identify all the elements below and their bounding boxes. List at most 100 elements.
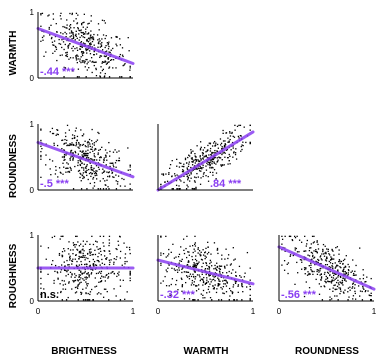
scatter-point [90, 57, 93, 59]
scatter-point [103, 75, 106, 77]
scatter-point [234, 153, 237, 156]
scatter-point [221, 148, 223, 150]
scatter-point [232, 135, 234, 137]
scatter-point [99, 281, 102, 283]
scatter-point [112, 164, 114, 166]
scatter-point [221, 153, 223, 156]
scatter-point [331, 265, 333, 267]
scatter-point [72, 188, 75, 190]
scatter-point [98, 271, 101, 273]
scatter-point [204, 297, 206, 299]
scatter-point [90, 175, 92, 178]
scatter-point [85, 265, 88, 268]
scatter-point [91, 146, 93, 148]
scatter-point [177, 256, 180, 258]
scatter-point [41, 147, 43, 150]
scatter-point [68, 28, 71, 31]
scatter-point [202, 279, 204, 281]
scatter-point [224, 156, 226, 158]
scatter-point [77, 153, 80, 155]
scatter-point [97, 152, 99, 154]
scatter-point [75, 30, 77, 32]
scatter-point [89, 291, 92, 293]
scatter-point [222, 147, 224, 149]
scatter-point [231, 131, 233, 134]
scatter-point [40, 129, 42, 131]
scatter-point [210, 253, 212, 255]
scatter-point [215, 178, 217, 180]
scatter-point [118, 157, 120, 159]
scatter-point [192, 160, 194, 162]
scatter-point [91, 140, 93, 142]
scatter-point [249, 299, 251, 301]
scatter-point [72, 33, 74, 36]
scatter-point [40, 14, 42, 16]
scatter-point [85, 76, 87, 78]
panel-roundness-vs-warmth: .84 *** [156, 124, 255, 192]
scatter-point [213, 288, 215, 290]
scatter-point [83, 176, 85, 179]
scatter-point [98, 252, 100, 254]
scatter-point [90, 272, 93, 274]
scatter-point [103, 157, 105, 159]
scatter-point [99, 248, 101, 250]
scatter-point [99, 40, 101, 42]
scatter-point [206, 279, 208, 281]
scatter-point [64, 265, 66, 268]
scatter-point [197, 176, 199, 178]
scatter-point [100, 250, 102, 253]
scatter-point [108, 45, 110, 48]
scatter-point [77, 162, 79, 164]
scatter-point [305, 245, 307, 247]
scatter-point [98, 292, 100, 294]
scatter-point [73, 243, 76, 246]
scatter-point [95, 53, 98, 55]
scatter-point [169, 167, 171, 169]
scatter-point [76, 135, 79, 138]
scatter-point [54, 50, 56, 52]
scatter-point [199, 160, 201, 162]
scatter-point [162, 174, 165, 176]
scatter-point [84, 60, 86, 63]
scatter-point [122, 55, 124, 58]
scatter-point [40, 128, 42, 130]
scatter-point [351, 287, 353, 289]
scatter-point [304, 268, 306, 271]
scatter-point [211, 265, 213, 267]
scatter-point [78, 141, 80, 144]
scatter-point [181, 285, 183, 287]
scatter-point [85, 278, 87, 280]
scatter-point [126, 246, 128, 248]
scatter-point [91, 158, 93, 160]
scatter-point [107, 276, 110, 278]
scatter-point [174, 291, 176, 293]
scatter-point [222, 272, 224, 274]
scatter-point [311, 235, 314, 238]
scatter-point [352, 286, 354, 288]
scatter-point [209, 283, 211, 285]
scatter-point [323, 253, 325, 255]
scatter-point [170, 294, 172, 296]
scatter-point [78, 250, 81, 253]
scatter-point [114, 149, 116, 151]
scatter-point [98, 261, 100, 263]
scatter-point [193, 262, 195, 264]
scatter-point [108, 41, 110, 43]
scatter-point [335, 266, 337, 268]
scatter-point [189, 180, 191, 182]
scatter-point [90, 36, 92, 39]
scatter-point [100, 280, 103, 282]
scatter-point [206, 277, 208, 279]
scatter-point [238, 124, 240, 127]
scatter-point [87, 299, 89, 301]
scatter-point [310, 269, 312, 271]
scatter-point [208, 274, 210, 276]
scatter-point [93, 54, 95, 56]
scatter-point [60, 32, 62, 34]
scatter-point [331, 258, 333, 260]
scatter-point [165, 256, 167, 258]
scatter-point [85, 281, 87, 283]
scatter-point [72, 36, 75, 38]
scatter-point [95, 68, 97, 71]
scatter-point [86, 40, 88, 42]
